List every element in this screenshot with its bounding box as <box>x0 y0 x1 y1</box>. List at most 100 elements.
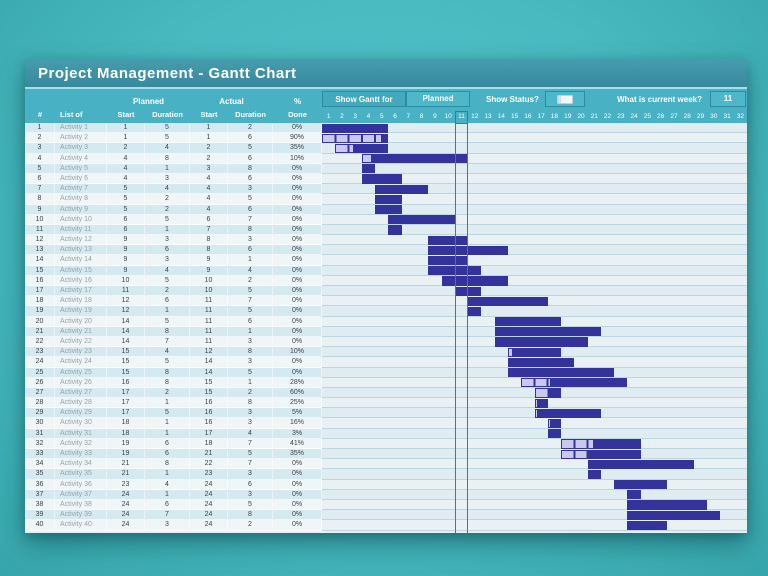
activity-name-cell[interactable]: Activity 6 <box>55 173 107 185</box>
table-row[interactable]: 25 Activity 25 15 8 14 5 0% <box>25 367 747 378</box>
row-number-cell[interactable]: 39 <box>25 510 55 521</box>
planned-start-cell[interactable]: 11 <box>107 286 145 297</box>
planned-start-cell[interactable]: 9 <box>107 255 145 266</box>
actual-duration-cell[interactable]: 6 <box>228 204 273 215</box>
actual-start-cell[interactable]: 10 <box>190 286 228 297</box>
activity-name-cell[interactable]: Activity 34 <box>55 459 107 470</box>
done-cell[interactable]: 3% <box>273 428 322 439</box>
planned-start-cell[interactable]: 15 <box>107 357 145 368</box>
table-row[interactable]: 2 Activity 2 1 5 1 6 90% <box>25 133 747 144</box>
actual-duration-cell[interactable]: 8 <box>228 163 273 174</box>
table-row[interactable]: 37 Activity 37 24 1 24 3 0% <box>25 489 747 500</box>
done-cell[interactable]: 0% <box>273 265 322 276</box>
actual-duration-cell[interactable]: 6 <box>228 316 273 327</box>
table-row[interactable]: 5 Activity 5 4 1 3 8 0% <box>25 163 747 174</box>
actual-start-cell[interactable]: 23 <box>190 469 228 480</box>
planned-duration-cell[interactable]: 6 <box>145 245 190 256</box>
actual-start-cell[interactable]: 11 <box>190 316 228 327</box>
gantt-mode-select[interactable]: Planned <box>406 91 470 107</box>
planned-start-cell[interactable]: 2 <box>107 143 145 154</box>
planned-start-cell[interactable]: 17 <box>107 387 145 399</box>
activity-name-cell[interactable]: Activity 1 <box>55 123 107 134</box>
done-cell[interactable]: 5% <box>273 408 322 419</box>
planned-duration-cell[interactable]: 8 <box>145 367 190 378</box>
activity-name-cell[interactable]: Activity 9 <box>55 204 107 215</box>
activity-name-cell[interactable]: Activity 35 <box>55 469 107 480</box>
row-number-cell[interactable]: 18 <box>25 296 55 307</box>
planned-duration-cell[interactable]: 7 <box>145 336 190 348</box>
row-number-cell[interactable]: 31 <box>25 428 55 439</box>
planned-duration-cell[interactable]: 1 <box>145 469 190 480</box>
actual-duration-cell[interactable]: 1 <box>228 377 273 388</box>
row-number-cell[interactable]: 32 <box>25 438 55 449</box>
done-cell[interactable]: 0% <box>273 204 322 215</box>
activity-name-cell[interactable]: Activity 28 <box>55 398 107 409</box>
planned-duration-cell[interactable]: 3 <box>145 520 190 531</box>
row-number-cell[interactable]: 1 <box>25 123 55 134</box>
activity-name-cell[interactable]: Activity 39 <box>55 510 107 521</box>
row-number-cell[interactable]: 16 <box>25 275 55 286</box>
row-number-cell[interactable]: 13 <box>25 245 55 256</box>
actual-duration-cell[interactable]: 5 <box>228 449 273 460</box>
row-number-cell[interactable]: 33 <box>25 449 55 460</box>
planned-duration-cell[interactable]: 2 <box>145 286 190 297</box>
planned-start-cell[interactable]: 24 <box>107 499 145 511</box>
planned-start-cell[interactable]: 21 <box>107 469 145 480</box>
planned-duration-cell[interactable]: 7 <box>145 510 190 521</box>
table-row[interactable]: 15 Activity 15 9 4 9 4 0% <box>25 265 747 276</box>
planned-duration-cell[interactable]: 5 <box>145 316 190 327</box>
planned-start-cell[interactable]: 24 <box>107 510 145 521</box>
table-row[interactable]: 22 Activity 22 14 7 11 3 0% <box>25 336 747 348</box>
actual-duration-cell[interactable]: 5 <box>228 194 273 205</box>
done-cell[interactable]: 0% <box>273 255 322 266</box>
row-number-cell[interactable]: 14 <box>25 255 55 266</box>
row-number-cell[interactable]: 15 <box>25 265 55 276</box>
actual-duration-cell[interactable]: 7 <box>228 214 273 225</box>
done-cell[interactable]: 16% <box>273 418 322 429</box>
actual-start-cell[interactable]: 22 <box>190 459 228 470</box>
planned-duration-cell[interactable]: 5 <box>145 357 190 368</box>
table-row[interactable]: 29 Activity 29 17 5 16 3 5% <box>25 408 747 419</box>
planned-start-cell[interactable]: 24 <box>107 520 145 531</box>
row-number-cell[interactable]: 10 <box>25 214 55 225</box>
row-number-cell[interactable]: 37 <box>25 489 55 500</box>
actual-start-cell[interactable]: 2 <box>190 143 228 154</box>
planned-duration-cell[interactable]: 2 <box>145 194 190 205</box>
actual-start-cell[interactable]: 12 <box>190 347 228 358</box>
actual-duration-cell[interactable]: 3 <box>228 408 273 419</box>
actual-start-cell[interactable]: 16 <box>190 418 228 429</box>
planned-duration-cell[interactable]: 5 <box>145 214 190 225</box>
actual-start-cell[interactable]: 15 <box>190 387 228 399</box>
planned-duration-cell[interactable]: 6 <box>145 449 190 460</box>
row-number-cell[interactable]: 30 <box>25 418 55 429</box>
planned-start-cell[interactable]: 1 <box>107 123 145 134</box>
row-number-cell[interactable]: 19 <box>25 306 55 317</box>
done-cell[interactable]: 0% <box>273 224 322 236</box>
row-number-cell[interactable]: 3 <box>25 143 55 154</box>
planned-start-cell[interactable]: 15 <box>107 347 145 358</box>
activity-name-cell[interactable]: Activity 20 <box>55 316 107 327</box>
table-row[interactable]: 4 Activity 4 4 8 2 6 10% <box>25 153 747 164</box>
table-row[interactable]: 16 Activity 16 10 5 10 2 0% <box>25 275 747 286</box>
done-cell[interactable]: 0% <box>273 163 322 174</box>
planned-duration-cell[interactable]: 6 <box>145 438 190 449</box>
done-cell[interactable]: 0% <box>273 510 322 521</box>
actual-duration-cell[interactable]: 6 <box>228 173 273 185</box>
actual-start-cell[interactable]: 24 <box>190 479 228 490</box>
planned-start-cell[interactable]: 4 <box>107 163 145 174</box>
planned-duration-cell[interactable]: 5 <box>145 275 190 286</box>
actual-duration-cell[interactable]: 8 <box>228 347 273 358</box>
table-row[interactable]: 24 Activity 24 15 5 14 3 0% <box>25 357 747 368</box>
table-row[interactable]: 27 Activity 27 17 2 15 2 60% <box>25 387 747 399</box>
actual-start-cell[interactable]: 4 <box>190 194 228 205</box>
actual-duration-cell[interactable]: 3 <box>228 357 273 368</box>
done-cell[interactable]: 0% <box>273 296 322 307</box>
activity-name-cell[interactable]: Activity 16 <box>55 275 107 286</box>
planned-duration-cell[interactable]: 4 <box>145 184 190 195</box>
planned-start-cell[interactable]: 6 <box>107 224 145 236</box>
planned-duration-cell[interactable]: 8 <box>145 153 190 164</box>
planned-start-cell[interactable]: 23 <box>107 479 145 490</box>
actual-start-cell[interactable]: 11 <box>190 326 228 337</box>
done-cell[interactable]: 0% <box>273 316 322 327</box>
actual-duration-cell[interactable]: 1 <box>228 326 273 337</box>
